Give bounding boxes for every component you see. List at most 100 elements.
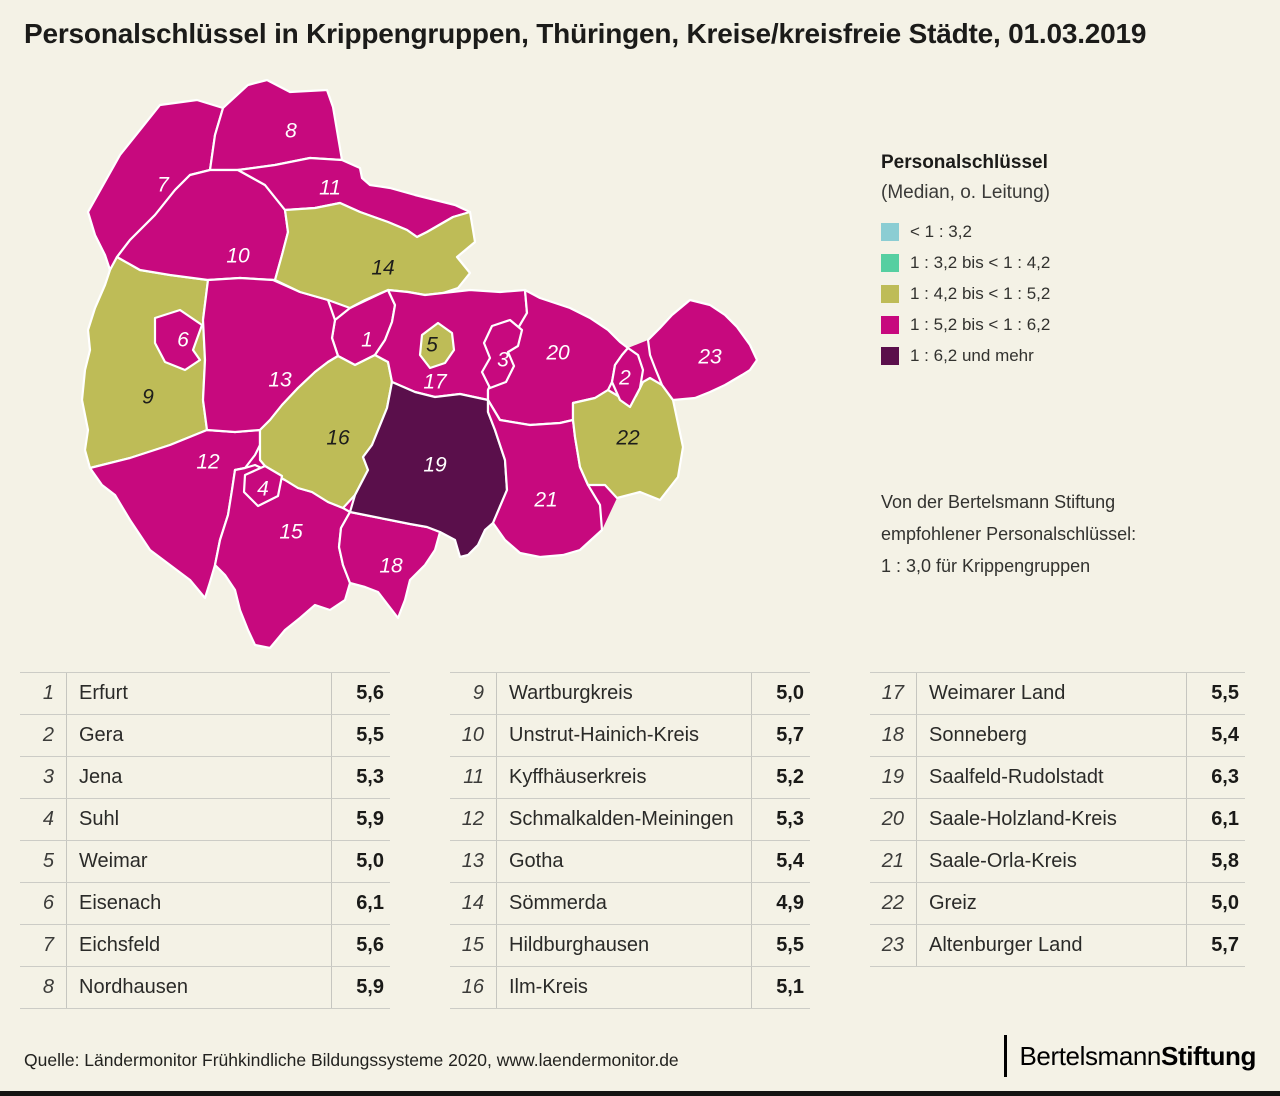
table-row-district-10: 10 Unstrut-Hainich-Kreis 5,7 [450, 715, 810, 757]
table-row-district-6: 6 Eisenach 6,1 [20, 883, 390, 925]
district-value: 5,1 [776, 976, 804, 998]
district-14-label: 14 [371, 257, 394, 280]
district-number: 15 [461, 934, 484, 956]
district-3-jena [480, 318, 524, 390]
table-row-district-5: 5 Weimar 5,0 [20, 841, 390, 883]
district-6-eisenach [153, 308, 204, 372]
legend-title: Personalschlüssel [881, 152, 1048, 173]
legend-item-2: 1 : 3,2 bis < 1 : 4,2 [881, 247, 1241, 278]
district-name: Wartburgkreis [496, 673, 752, 714]
table-row-district-23: 23 Altenburger Land 5,7 [870, 925, 1245, 967]
district-value: 6,1 [1211, 808, 1239, 830]
table-row-district-20: 20 Saale-Holzland-Kreis 6,1 [870, 799, 1245, 841]
legend-item-4: 1 : 5,2 bis < 1 : 6,2 [881, 309, 1241, 340]
district-table-3: 17 Weimarer Land 5,5 18 Sonneberg 5,4 19 Saalfe… [870, 672, 1245, 967]
district-value: 5,6 [356, 934, 384, 956]
district-number: 18 [881, 724, 904, 746]
district-18-label: 18 [379, 555, 403, 578]
table-row-district-16: 16 Ilm-Kreis 5,1 [450, 967, 810, 1009]
district-value: 6,1 [356, 892, 384, 914]
district-23-altenburger-land [646, 298, 759, 402]
district-number: 2 [42, 724, 54, 746]
table-row-district-19: 19 Saalfeld-Rudolstadt 6,3 [870, 757, 1245, 799]
legend-item-label: 1 : 3,2 bis < 1 : 4,2 [910, 252, 1051, 272]
legend: Personalschlüssel (Median, o. Leitung) <… [881, 152, 1241, 371]
logo-part-2: Stiftung [1161, 1040, 1256, 1071]
district-value: 5,3 [356, 766, 384, 788]
note-line-1: Von der Bertelsmann Stiftung [881, 492, 1116, 512]
district-number: 9 [472, 682, 484, 704]
district-name: Unstrut-Hainich-Kreis [496, 715, 752, 756]
logo-part-1: Bertelsmann [1019, 1040, 1161, 1071]
district-21-saale-orla-kreis [486, 398, 604, 559]
district-name: Altenburger Land [916, 925, 1187, 966]
district-number: 5 [42, 850, 54, 872]
page-title: Personalschlüssel in Krippengruppen, Thü… [24, 18, 1147, 49]
district-name: Sonneberg [916, 715, 1187, 756]
district-name: Saalfeld-Rudolstadt [916, 757, 1187, 798]
district-name: Greiz [916, 883, 1187, 924]
district-name: Erfurt [66, 673, 332, 714]
district-14-s-mmerda [273, 201, 477, 310]
note-line-2: empfohlener Personalschlüssel: [881, 524, 1137, 544]
table-row-district-17: 17 Weimarer Land 5,5 [870, 673, 1245, 715]
district-21-label: 21 [533, 489, 557, 512]
district-15-label: 15 [279, 521, 303, 544]
legend-item-label: 1 : 5,2 bis < 1 : 6,2 [910, 314, 1051, 334]
district-name: Weimarer Land [916, 673, 1187, 714]
district-name: Eichsfeld [66, 925, 332, 966]
legend-item-label: < 1 : 3,2 [910, 221, 972, 241]
district-number: 22 [881, 892, 904, 914]
district-value: 5,6 [356, 682, 384, 704]
legend-color-swatch [881, 315, 899, 334]
district-value: 5,0 [356, 850, 384, 872]
legend-item-5: 1 : 6,2 und mehr [881, 340, 1241, 371]
table-row-district-9: 9 Wartburgkreis 5,0 [450, 673, 810, 715]
district-value: 5,4 [1211, 724, 1239, 746]
district-value: 5,7 [776, 724, 804, 746]
district-number: 3 [42, 766, 54, 788]
district-17-label: 17 [423, 371, 448, 394]
district-number: 12 [461, 808, 484, 830]
district-name: Sömmerda [496, 883, 752, 924]
table-row-district-22: 22 Greiz 5,0 [870, 883, 1245, 925]
district-name: Nordhausen [66, 967, 332, 1008]
district-value: 6,3 [1211, 766, 1239, 788]
district-value: 5,5 [776, 934, 804, 956]
map-container: 1 7 8 9 10 11 12 13 14 15 16 17 18 19 20 21 22 23 2 3 4 5 6 [60, 60, 780, 670]
district-name: Gera [66, 715, 332, 756]
district-value: 5,2 [776, 766, 804, 788]
legend-subtitle: (Median, o. Leitung) [881, 182, 1050, 203]
legend-color-swatch [881, 346, 899, 365]
district-value: 5,0 [1211, 892, 1239, 914]
district-value: 4,9 [776, 892, 804, 914]
legend-item-label: 1 : 6,2 und mehr [910, 345, 1034, 365]
district-4-label: 4 [257, 478, 269, 501]
district-number: 7 [42, 934, 54, 956]
district-number: 6 [42, 892, 54, 914]
district-value: 5,4 [776, 850, 804, 872]
table-row-district-7: 7 Eichsfeld 5,6 [20, 925, 390, 967]
legend-item-label: 1 : 4,2 bis < 1 : 5,2 [910, 283, 1051, 303]
logo-divider-bar [1004, 1035, 1008, 1077]
district-name: Saale-Orla-Kreis [916, 841, 1187, 882]
district-9-label: 9 [142, 386, 154, 409]
district-number: 8 [42, 976, 54, 998]
district-value: 5,8 [1211, 850, 1239, 872]
district-number: 11 [463, 766, 484, 788]
district-number: 23 [881, 934, 904, 956]
district-value: 5,0 [776, 682, 804, 704]
table-row-district-18: 18 Sonneberg 5,4 [870, 715, 1245, 757]
district-value: 5,9 [356, 976, 384, 998]
district-number: 14 [461, 892, 484, 914]
table-row-district-15: 15 Hildburghausen 5,5 [450, 925, 810, 967]
source-line: Quelle: Ländermonitor Frühkindliche Bild… [24, 1050, 679, 1070]
district-number: 10 [461, 724, 484, 746]
district-name: Ilm-Kreis [496, 967, 752, 1008]
district-3-label: 3 [497, 349, 509, 372]
table-row-district-13: 13 Gotha 5,4 [450, 841, 810, 883]
district-name: Gotha [496, 841, 752, 882]
district-12-label: 12 [196, 451, 220, 474]
district-19-label: 19 [423, 454, 447, 477]
